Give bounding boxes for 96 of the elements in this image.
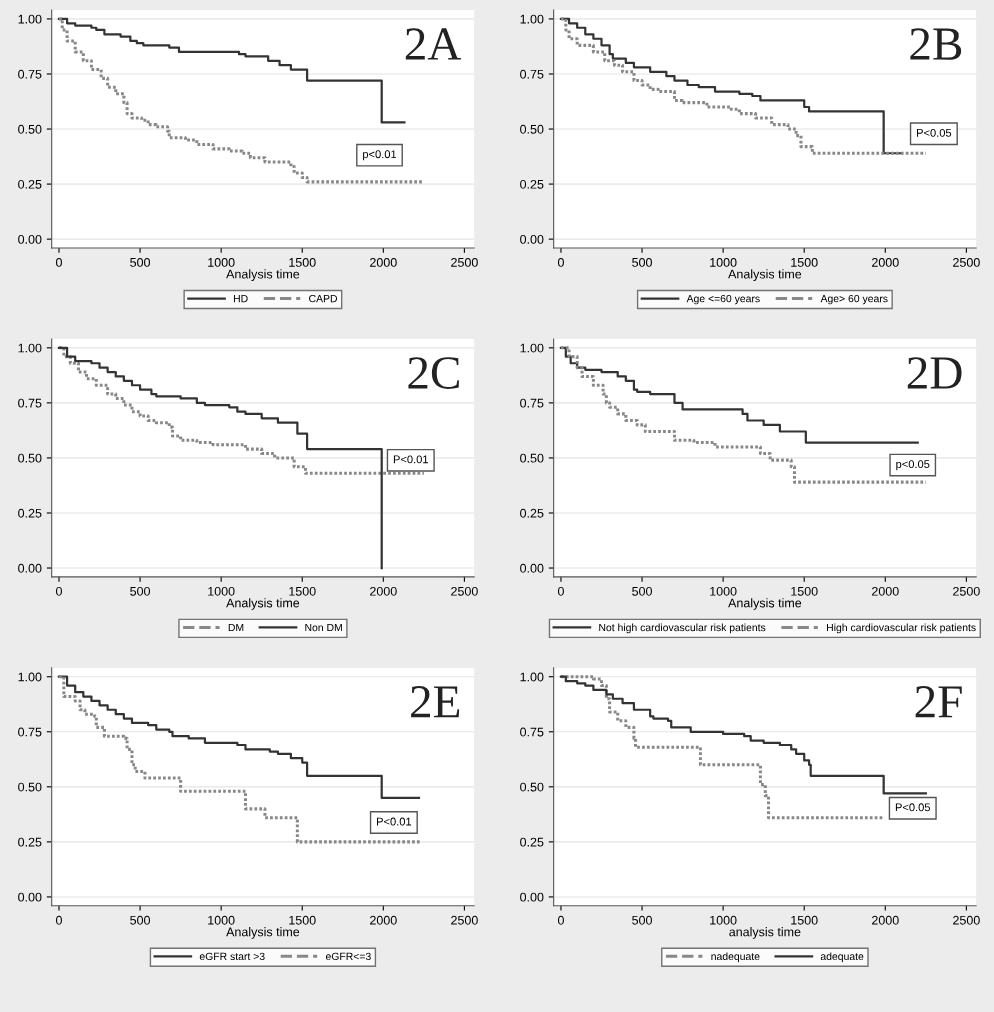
y-tick-label: 0.50 <box>18 124 42 134</box>
x-tick-label: 2000 <box>872 257 899 267</box>
x-tick-label: 0 <box>557 257 564 267</box>
legend-label: DM <box>228 623 244 632</box>
x-tick-label: 2000 <box>370 586 397 596</box>
y-tick-label: 0.00 <box>18 892 42 902</box>
x-tick-label: 500 <box>130 257 151 267</box>
annotation: p<0.05 <box>896 460 930 471</box>
y-tick-label: 0.00 <box>18 234 42 244</box>
x-axis-title: Analysis time <box>226 927 300 939</box>
x-tick-label: 2000 <box>370 257 397 267</box>
x-tick-label: 500 <box>130 915 151 925</box>
legend-label: Age> 60 years <box>820 294 888 305</box>
chart-title: 2E <box>411 686 460 718</box>
annotation: P<0.01 <box>393 455 428 464</box>
x-tick-label: 0 <box>557 586 564 596</box>
x-tick-label: 1500 <box>791 257 818 267</box>
legend-label: eGFR start >3 <box>199 952 265 961</box>
x-tick-label: 0 <box>56 257 62 267</box>
y-tick-label: 0.75 <box>18 69 42 79</box>
y-tick-label: 0.75 <box>520 69 544 79</box>
y-tick-label: 0.75 <box>18 398 42 408</box>
x-tick-label: 1000 <box>710 257 737 267</box>
x-tick-label: 0 <box>56 586 62 596</box>
y-tick-label: 1.00 <box>520 343 544 353</box>
y-tick-label: 1.00 <box>18 672 42 682</box>
x-tick-label: 1500 <box>289 915 316 925</box>
y-tick-label: 0.50 <box>520 124 544 134</box>
legend-label: Age <=60 years <box>686 294 760 305</box>
x-tick-label: 2500 <box>953 915 980 925</box>
x-tick-label: 2500 <box>451 586 478 596</box>
x-axis-title: Analysis time <box>226 598 300 610</box>
legend-label: HD <box>233 295 248 303</box>
x-tick-label: 2500 <box>953 257 980 267</box>
annotation: P<0.01 <box>377 817 412 826</box>
x-axis-title: Analysis time <box>728 269 802 281</box>
y-tick-label: 0.75 <box>520 398 544 408</box>
x-tick-label: 500 <box>130 586 151 596</box>
legend-label: High cardiovascular risk patients <box>827 623 976 634</box>
y-tick-label: 0.25 <box>18 179 42 189</box>
legend-label: nadequate <box>711 952 760 963</box>
x-tick-label: 1500 <box>289 586 316 596</box>
y-tick-label: 0.75 <box>18 727 42 737</box>
x-tick-label: 1000 <box>208 586 235 596</box>
y-tick-label: 0.25 <box>520 179 544 189</box>
x-tick-label: 0 <box>56 915 62 925</box>
x-tick-label: 1000 <box>710 915 737 925</box>
chart-title: 2A <box>405 28 462 60</box>
y-tick-label: 0.50 <box>520 453 544 463</box>
x-tick-label: 500 <box>632 257 652 267</box>
x-tick-label: 2000 <box>872 586 899 596</box>
x-tick-label: 2500 <box>451 257 478 267</box>
y-tick-label: 0.25 <box>18 508 42 518</box>
y-tick-label: 0.00 <box>520 892 544 902</box>
y-tick-label: 1.00 <box>520 14 544 24</box>
x-tick-label: 1500 <box>791 915 818 925</box>
y-tick-label: 0.50 <box>18 453 42 463</box>
y-tick-label: 0.00 <box>520 563 544 573</box>
x-axis-title: Analysis time <box>728 598 802 610</box>
x-tick-label: 2500 <box>953 586 980 596</box>
x-tick-label: 2500 <box>451 915 478 925</box>
x-tick-label: 1000 <box>710 586 737 596</box>
x-tick-label: 500 <box>632 915 652 925</box>
y-tick-label: 1.00 <box>18 343 42 353</box>
x-axis-title: analysis time <box>729 927 801 939</box>
y-tick-label: 0.25 <box>520 837 544 847</box>
legend-label: Not high cardiovascular risk patients <box>599 623 766 634</box>
x-tick-label: 1500 <box>791 586 818 596</box>
y-tick-label: 1.00 <box>520 672 544 682</box>
annotation: P<0.05 <box>917 128 952 137</box>
annotation: P<0.05 <box>895 803 931 812</box>
annotation: p<0.01 <box>363 150 397 161</box>
x-tick-label: 1000 <box>208 257 235 267</box>
x-tick-label: 2000 <box>872 915 899 925</box>
x-tick-label: 2000 <box>370 915 397 925</box>
chart-title: 2C <box>408 357 459 389</box>
x-tick-label: 0 <box>557 915 564 925</box>
y-tick-label: 0.25 <box>520 508 544 518</box>
y-tick-label: 1.00 <box>18 14 42 24</box>
y-tick-label: 0.50 <box>520 782 544 792</box>
x-tick-label: 500 <box>632 586 652 596</box>
y-tick-label: 0.50 <box>18 782 42 792</box>
chart-title: 2F <box>915 686 962 718</box>
chart-title: 2D <box>907 357 962 389</box>
x-tick-label: 1000 <box>208 915 235 925</box>
chart-title: 2B <box>910 28 962 60</box>
legend-label: Non DM <box>305 623 342 632</box>
legend-label: CAPD <box>309 294 338 303</box>
x-tick-label: 1500 <box>289 257 316 267</box>
y-tick-label: 0.00 <box>18 563 42 573</box>
y-tick-label: 0.00 <box>520 234 544 244</box>
legend-label: adequate <box>820 952 864 963</box>
y-tick-label: 0.25 <box>18 837 42 847</box>
x-axis-title: Analysis time <box>226 269 300 281</box>
legend-label: eGFR<=3 <box>325 952 371 961</box>
y-tick-label: 0.75 <box>520 727 544 737</box>
